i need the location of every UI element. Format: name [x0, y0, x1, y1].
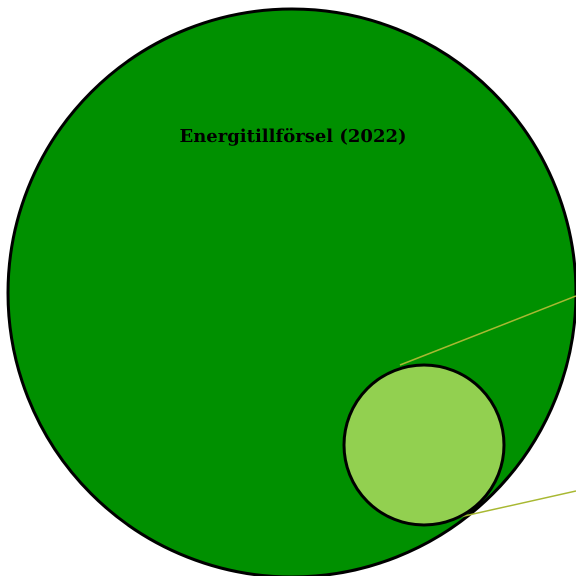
connector-line — [399, 295, 576, 366]
inner-circle — [342, 363, 506, 527]
diagram-title: Energitillförsel (2022) — [179, 126, 406, 147]
